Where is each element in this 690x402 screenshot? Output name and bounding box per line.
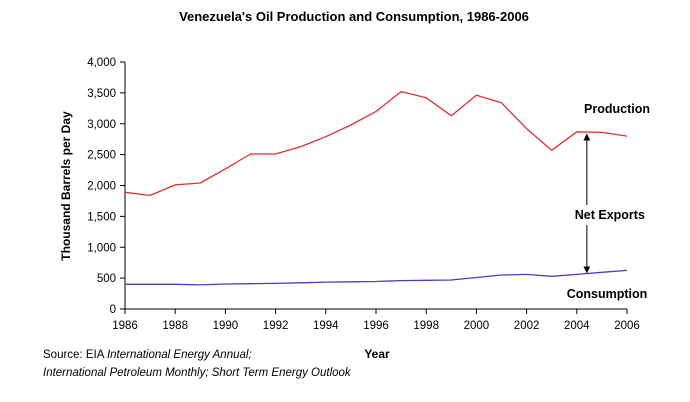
y-tick-label: 1,000 xyxy=(87,242,116,254)
y-tick-label: 2,500 xyxy=(87,150,116,162)
series-lines xyxy=(124,90,628,286)
x-axis-title: Year xyxy=(364,347,390,361)
net-exports-label: Net Exports xyxy=(575,208,645,222)
x-tick-label: 1998 xyxy=(413,320,439,332)
y-tick-label: 3,500 xyxy=(87,88,116,100)
series-line-production xyxy=(124,90,628,197)
y-tick-label: 1,500 xyxy=(87,211,116,223)
x-tick-label: 1990 xyxy=(213,320,239,332)
axes: 0 500 1,000 1,500 2,000 2,500 3,000 3,500 4,000 1… xyxy=(87,57,640,332)
source-publication-1: International Energy Annual; xyxy=(106,349,252,361)
source-publication-2: International Petroleum Monthly; Short T… xyxy=(43,367,351,379)
x-tick-label: 2006 xyxy=(614,320,640,332)
series-label-consumption: Consumption xyxy=(567,287,648,301)
x-tick-label: 2004 xyxy=(564,320,590,332)
x-tick-label: 2000 xyxy=(464,320,490,332)
chart-title: Venezuela's Oil Production and Consumpti… xyxy=(179,9,529,24)
y-tick-label: 2,000 xyxy=(87,181,116,193)
source-note: Source: EIA International Energy Annual;… xyxy=(43,346,351,382)
x-tick-label: 2002 xyxy=(514,320,540,332)
y-tick-label: 3,000 xyxy=(87,119,116,131)
series-line-consumption xyxy=(125,269,628,286)
series-label-production: Production xyxy=(584,102,650,116)
x-tick-label: 1996 xyxy=(363,320,389,332)
series-labels: Production Consumption Net Exports xyxy=(567,102,650,301)
source-line-2: International Petroleum Monthly; Short T… xyxy=(43,364,351,382)
y-axis-title: Thousand Barrels per Day xyxy=(59,111,73,261)
y-tick-label: 0 xyxy=(110,304,116,316)
x-tick-label: 1992 xyxy=(263,320,289,332)
y-tick-label: 500 xyxy=(97,273,116,285)
y-tick-label: 4,000 xyxy=(87,57,116,69)
x-tick-label: 1994 xyxy=(313,320,339,332)
source-prefix: Source: EIA xyxy=(43,349,107,361)
x-tick-label: 1986 xyxy=(112,320,138,332)
source-line-1: Source: EIA International Energy Annual; xyxy=(43,346,351,364)
x-tick-label: 1988 xyxy=(162,320,188,332)
